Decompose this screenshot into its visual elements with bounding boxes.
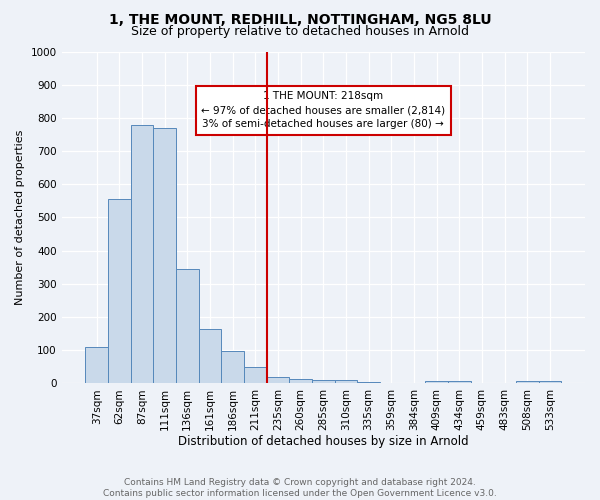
Bar <box>131 125 154 384</box>
Bar <box>108 199 131 384</box>
Bar <box>516 380 539 384</box>
Bar <box>335 380 357 384</box>
Bar <box>357 382 380 384</box>
Bar <box>425 380 448 384</box>
Y-axis label: Number of detached properties: Number of detached properties <box>15 130 25 305</box>
Text: 1, THE MOUNT, REDHILL, NOTTINGHAM, NG5 8LU: 1, THE MOUNT, REDHILL, NOTTINGHAM, NG5 8… <box>109 12 491 26</box>
Text: 1 THE MOUNT: 218sqm
← 97% of detached houses are smaller (2,814)
3% of semi-deta: 1 THE MOUNT: 218sqm ← 97% of detached ho… <box>201 92 445 130</box>
Bar <box>266 378 289 384</box>
Text: Contains HM Land Registry data © Crown copyright and database right 2024.
Contai: Contains HM Land Registry data © Crown c… <box>103 478 497 498</box>
Bar <box>289 380 312 384</box>
Bar <box>312 380 335 384</box>
Bar <box>199 330 221 384</box>
X-axis label: Distribution of detached houses by size in Arnold: Distribution of detached houses by size … <box>178 434 469 448</box>
Bar <box>176 269 199 384</box>
Bar <box>539 380 561 384</box>
Text: Size of property relative to detached houses in Arnold: Size of property relative to detached ho… <box>131 25 469 38</box>
Bar <box>154 128 176 384</box>
Bar <box>85 347 108 384</box>
Bar <box>221 351 244 384</box>
Bar <box>244 367 266 384</box>
Bar <box>448 380 470 384</box>
